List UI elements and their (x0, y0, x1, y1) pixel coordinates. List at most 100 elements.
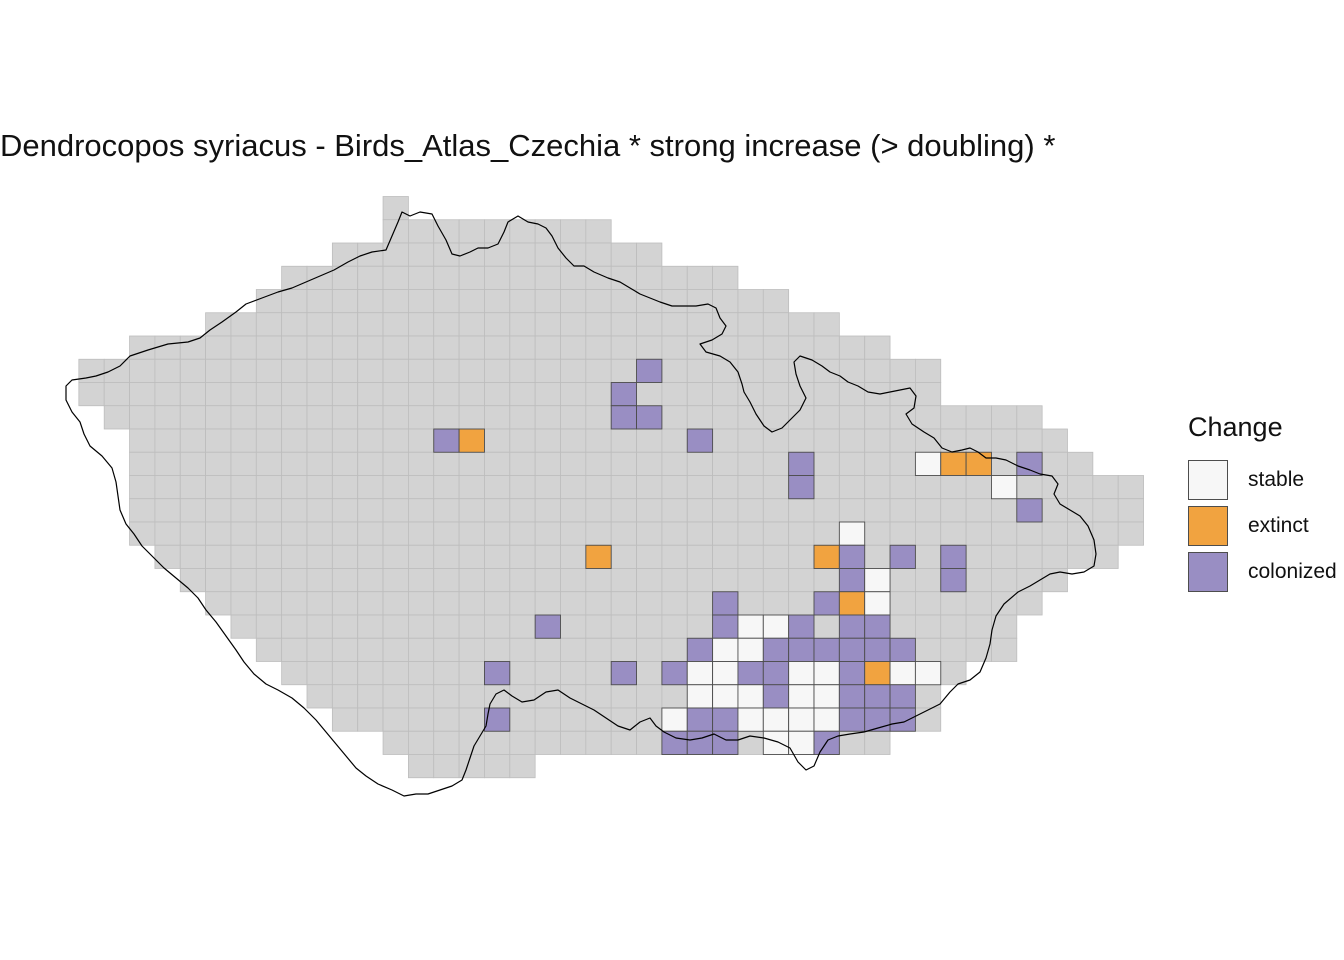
grid-cell (991, 637, 1018, 662)
grid-cell (382, 242, 409, 267)
grid-cell (205, 335, 232, 360)
grid-cell (610, 498, 637, 523)
grid-cell (813, 568, 840, 593)
grid-cell (458, 312, 485, 337)
grid-cell (534, 428, 561, 453)
grid-cell (306, 521, 333, 546)
grid-cell (179, 405, 207, 430)
grid-cell (230, 475, 257, 500)
grid-cell (484, 730, 511, 755)
grid-cell (737, 335, 764, 360)
grid-cell (534, 521, 561, 546)
country-border (65, 211, 1097, 797)
grid-cell (585, 335, 612, 360)
grid-cell (255, 405, 283, 430)
grid-cell (230, 614, 257, 639)
grid-cell (255, 289, 283, 314)
grid-cell (281, 661, 308, 686)
grid-cell (281, 614, 308, 639)
grid-cell (762, 498, 790, 523)
grid-cell (813, 335, 840, 360)
grid-cell (484, 358, 511, 383)
grid-cell (686, 451, 714, 476)
grid-cell (686, 382, 714, 407)
grid-cell (357, 637, 384, 662)
grid-cell (407, 568, 435, 593)
grid-cell (509, 335, 536, 360)
grid-cell (331, 684, 359, 709)
grid-cell (560, 428, 587, 453)
grid-cell (864, 730, 891, 755)
grid-cell (509, 451, 536, 476)
grid-cell (205, 475, 232, 500)
grid-cell (889, 428, 916, 453)
grid-cell (712, 451, 739, 476)
grid-cell (331, 289, 359, 314)
grid-cell (636, 312, 663, 337)
grid-cell (382, 265, 409, 290)
grid-cell (813, 498, 840, 523)
grid-cell (509, 289, 536, 314)
grid-cell (737, 405, 764, 430)
grid-cell (737, 521, 764, 546)
grid-cell (864, 498, 891, 523)
grid-cell (585, 289, 612, 314)
grid-cell (788, 591, 815, 616)
grid-cell (230, 312, 257, 337)
grid-cell (737, 498, 764, 523)
grid-cell (205, 568, 232, 593)
grid-cell (407, 358, 435, 383)
cell-colonized (838, 661, 866, 686)
grid-cell (965, 498, 992, 523)
grid-cell (838, 405, 866, 430)
grid-cell (306, 568, 333, 593)
cell-colonized (610, 661, 638, 686)
grid-cell (458, 544, 485, 569)
grid-cell (686, 312, 714, 337)
grid-cell (509, 544, 536, 569)
grid-cell (357, 382, 384, 407)
grid-cell (458, 754, 485, 779)
grid-cell (281, 475, 308, 500)
grid-cell (1016, 591, 1043, 616)
grid-cell (331, 637, 359, 662)
grid-cell (179, 498, 207, 523)
grid-cell (1041, 521, 1068, 546)
grid-cell (1041, 451, 1068, 476)
cell-stable (864, 591, 891, 616)
grid-cell (509, 265, 536, 290)
cell-stable (813, 684, 840, 709)
grid-cell (103, 405, 130, 430)
grid-cell (230, 358, 257, 383)
grid-cell (560, 358, 587, 383)
grid-cell (433, 382, 460, 407)
cell-colonized (838, 637, 866, 662)
grid-cell (433, 637, 460, 662)
grid-cell (382, 661, 409, 686)
grid-cell (915, 521, 942, 546)
grid-cell (129, 335, 156, 360)
grid-cell (509, 312, 536, 337)
grid-cell (1092, 544, 1119, 569)
cell-stable (788, 730, 815, 755)
grid-cell (255, 544, 283, 569)
grid-cell (560, 637, 587, 662)
grid-cell (661, 684, 688, 709)
grid-cell (585, 614, 612, 639)
cell-colonized (864, 614, 891, 639)
grid-cell (737, 475, 764, 500)
grid-cell (636, 265, 663, 290)
cell-colonized (686, 428, 714, 453)
grid-cell (1067, 451, 1094, 476)
grid-cell (636, 684, 663, 709)
grid-cell (813, 312, 840, 337)
grid-cell (281, 591, 308, 616)
grid-cell (610, 684, 637, 709)
grid-cell (484, 591, 511, 616)
grid-cell (1041, 568, 1068, 593)
grid-cell (407, 707, 435, 732)
grid-cell (255, 475, 283, 500)
grid-cell (407, 661, 435, 686)
grid-cell (712, 544, 739, 569)
grid-cell (306, 358, 333, 383)
